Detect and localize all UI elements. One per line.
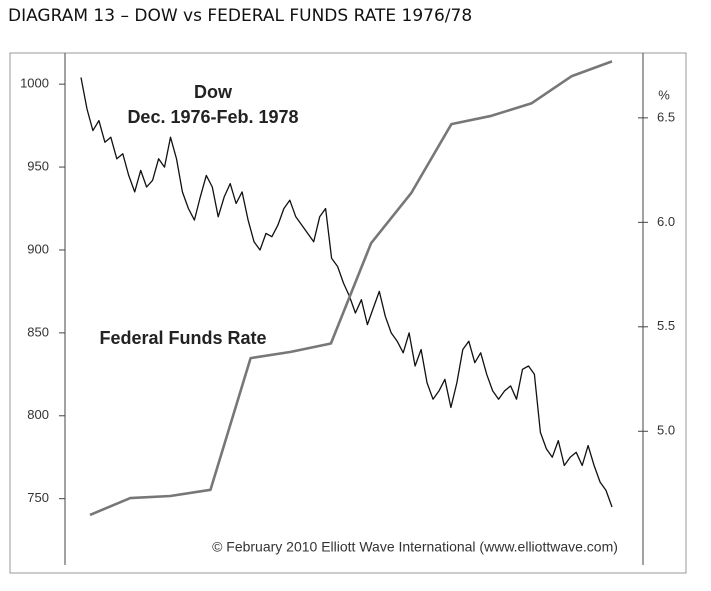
annotation: Dec. 1976-Feb. 1978 (127, 107, 298, 127)
y2-tick-label: 6.0 (657, 214, 675, 229)
y-tick-label: 750 (27, 490, 49, 505)
y2-tick-label: 5.0 (657, 423, 675, 438)
annotation: Dow (194, 82, 233, 102)
y2-axis-label: % (658, 87, 670, 102)
y2-tick-label: 6.5 (657, 109, 675, 124)
copyright: © February 2010 Elliott Wave Internation… (212, 539, 618, 555)
series-line (80, 77, 613, 508)
frame (9, 52, 687, 574)
y2-tick-label: 5.5 (657, 318, 675, 333)
y-tick-label: 800 (27, 407, 49, 422)
annotation: Federal Funds Rate (99, 328, 266, 348)
y-tick-label: 1000 (20, 76, 49, 91)
y-tick-label: 950 (27, 159, 49, 174)
series-line (89, 60, 613, 517)
y-tick-label: 900 (27, 241, 49, 256)
chart-title: DIAGRAM 13 – DOW vs FEDERAL FUNDS RATE 1… (8, 6, 472, 26)
y-tick-label: 850 (27, 324, 49, 339)
